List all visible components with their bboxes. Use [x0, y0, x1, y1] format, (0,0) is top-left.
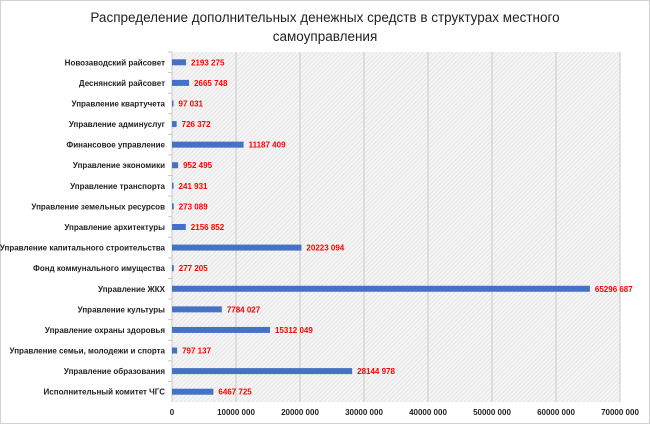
value-label: 797 137	[182, 347, 211, 356]
value-label: 241 931	[179, 182, 208, 191]
value-label: 952 495	[183, 161, 212, 170]
value-label: 7784 027	[227, 305, 261, 314]
value-label: 2193 275	[191, 58, 225, 67]
category-label: Управление квартучета	[72, 99, 166, 108]
x-tick-label: 30000 000	[345, 408, 383, 417]
value-label: 273 089	[179, 202, 208, 211]
x-tick-label: 70000 000	[601, 408, 639, 417]
bar	[172, 244, 302, 251]
x-tick-label: 10000 000	[217, 408, 255, 417]
value-label: 97 031	[179, 99, 204, 108]
x-tick-label: 40000 000	[409, 408, 447, 417]
value-label: 11187 409	[249, 141, 286, 150]
value-label: 15312 049	[275, 326, 313, 335]
category-label: Управление семьи, молодежи и спорта	[10, 347, 166, 356]
category-label: Управление архитектуры	[64, 223, 165, 232]
bar	[172, 182, 174, 189]
category-label: Новозаводский райсовет	[65, 58, 165, 67]
bar	[172, 306, 222, 313]
chart-title: Распределение дополнительных денежных ср…	[90, 10, 560, 44]
bar	[172, 224, 186, 230]
value-label: 20223 094	[306, 244, 344, 253]
category-label: Управление экономики	[73, 161, 165, 170]
category-label: Управление образования	[64, 367, 165, 376]
x-tick-label: 60000 000	[537, 408, 575, 417]
x-tick-label: 20000 000	[281, 408, 319, 417]
bar	[172, 388, 214, 395]
bar	[172, 203, 174, 210]
value-label: 726 372	[182, 120, 211, 129]
category-label: Управление транспорта	[70, 182, 165, 191]
category-label: Фонд коммунального имущества	[33, 264, 165, 273]
category-label: Исполнительный комитет ЧГС	[44, 388, 166, 397]
bar	[172, 368, 353, 375]
bar	[172, 326, 270, 333]
bar	[172, 59, 187, 66]
value-label: 277 205	[179, 264, 208, 273]
bar	[172, 265, 174, 272]
category-label: Управление земельных ресурсов	[31, 202, 165, 211]
value-label: 65296 687	[595, 285, 633, 294]
x-tick-label: 0	[170, 408, 175, 417]
plot-area	[172, 52, 620, 402]
bar	[172, 162, 179, 169]
bar	[172, 121, 177, 128]
category-label: Управление капитального строительства	[0, 244, 166, 253]
x-tick-label: 50000 000	[473, 408, 511, 417]
value-label: 2665 748	[194, 79, 228, 88]
value-label: 28144 978	[357, 367, 395, 376]
value-label: 6467 725	[218, 388, 252, 397]
category-label: Управление охраны здоровья	[45, 326, 165, 335]
bar	[172, 285, 590, 292]
value-label: 2156 852	[191, 223, 225, 232]
category-label: Управление админуслуг	[69, 120, 166, 129]
category-label: Деснянский райсовет	[79, 79, 165, 88]
bar	[172, 79, 190, 86]
bar	[172, 100, 174, 107]
bar	[172, 141, 244, 148]
category-label: Управление ЖКХ	[98, 285, 166, 294]
bar	[172, 347, 178, 354]
category-label: Финансовое управление	[66, 141, 165, 150]
category-label: Управление культуры	[78, 305, 165, 314]
